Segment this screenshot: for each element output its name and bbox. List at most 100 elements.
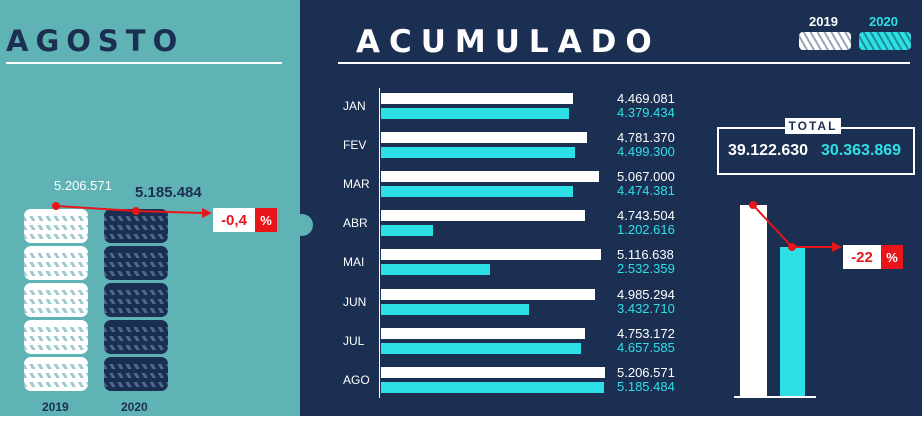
tire-tread (24, 382, 88, 387)
august-value-2020: 5.185.484 (135, 184, 202, 201)
august-title-rule (6, 62, 282, 64)
bar-value-2020-fev: 4.499.300 (617, 144, 675, 160)
tire-tread (24, 327, 88, 332)
bar-2019-fev (381, 132, 587, 144)
august-value-2019: 5.206.571 (54, 178, 112, 193)
bar-2019-ago (381, 366, 605, 378)
total-bar-2019 (740, 205, 767, 397)
bar-value-2020-jan: 4.379.434 (617, 105, 675, 120)
tire-tread (24, 225, 88, 230)
tire-tread (104, 225, 168, 230)
tire-tread (24, 262, 88, 267)
august-change-value: -0,4 (213, 208, 255, 232)
total-value-2019: 39.122.630 (728, 142, 809, 159)
tire-icon (24, 357, 88, 391)
bar-value-2019-jan: 4.469.081 (617, 91, 675, 106)
august-change-badge: -0,4 % (213, 208, 277, 232)
panel-connector (291, 214, 313, 236)
bar-value-2020-jun: 3.432.710 (617, 300, 675, 316)
tire-icon (24, 209, 88, 243)
bar-value-2019-fev: 4.781.370 (617, 130, 675, 146)
tire-tread (104, 234, 168, 239)
bar-2020-ago (381, 381, 604, 393)
tire-icon (24, 283, 88, 317)
tire-icon (104, 246, 168, 280)
tire-tread (104, 216, 168, 221)
bar-2019-mar (381, 171, 599, 183)
bar-2019-jan (381, 93, 573, 104)
tire-tread (104, 327, 168, 332)
tire-tread (24, 216, 88, 221)
month-label: JUL (343, 333, 365, 348)
august-year-2020: 2020 (121, 400, 148, 414)
month-label: AGO (343, 372, 370, 387)
bar-value-2019-abr: 4.743.504 (617, 208, 675, 224)
tire-icon (104, 320, 168, 354)
legend-tire-2020-icon (859, 32, 911, 50)
month-label: FEV (343, 138, 367, 153)
bar-2019-jul (381, 327, 585, 339)
bar-2020-mar (381, 186, 573, 198)
bar-chart-axis (379, 88, 380, 398)
august-arrow-head (202, 208, 212, 218)
tire-tread (104, 382, 168, 387)
bar-value-2020-jul: 4.657.585 (617, 339, 675, 355)
august-change-unit: % (255, 208, 277, 232)
month-label: ABR (343, 216, 368, 231)
tire-tread (24, 364, 88, 369)
bar-2020-abr (381, 225, 433, 237)
tire-tread (24, 271, 88, 276)
total-point-2019 (749, 201, 757, 209)
bar-value-2019-ago: 5.206.571 (617, 364, 675, 380)
tire-tread (104, 345, 168, 350)
bar-value-2020-mai: 2.532.359 (617, 261, 675, 277)
total-trend-line (752, 204, 793, 248)
total-baseline (734, 396, 816, 398)
tire-icon (24, 320, 88, 354)
august-point-2019 (52, 202, 60, 210)
tire-icon (104, 357, 168, 391)
tire-tread (104, 308, 168, 313)
tire-tread (24, 234, 88, 239)
month-label: JUN (343, 294, 367, 309)
tire-tread (104, 364, 168, 369)
total-arrow-head (832, 242, 842, 252)
total-change-value: -22 (843, 245, 881, 269)
tire-tread (104, 299, 168, 304)
bar-value-2020-abr: 1.202.616 (617, 222, 675, 238)
bar-2020-mai (381, 264, 490, 276)
tire-tread (104, 271, 168, 276)
bar-value-2019-mai: 5.116.638 (617, 247, 674, 263)
bar-2020-jul (381, 342, 581, 354)
tire-tread (24, 299, 88, 304)
tire-tread (104, 262, 168, 267)
total-point-2020 (788, 243, 796, 251)
august-point-2020 (132, 207, 140, 215)
bar-value-2019-jul: 4.753.172 (617, 325, 675, 341)
bar-2020-fev (381, 147, 575, 159)
bar-2019-abr (381, 210, 585, 222)
legend-tire-2019-icon (799, 32, 851, 50)
total-label: TOTAL (785, 118, 841, 134)
cumulative-title: ACUMULADO (356, 24, 661, 60)
august-year-2019: 2019 (42, 400, 69, 414)
total-value-2020: 30.363.869 (821, 142, 902, 159)
tire-tread (24, 373, 88, 378)
month-label: MAI (343, 255, 365, 270)
bar-2020-jan (381, 108, 569, 119)
bar-2019-mai (381, 249, 601, 261)
bar-2020-jun (381, 303, 529, 315)
total-change-badge: -22 % (843, 245, 903, 269)
bar-value-2020-ago: 5.185.484 (617, 378, 675, 394)
tire-icon (24, 246, 88, 280)
bar-value-2019-jun: 4.985.294 (617, 286, 675, 302)
tire-tread (24, 308, 88, 313)
legend-label-2019: 2019 (809, 14, 838, 29)
august-title: AGOSTO (6, 24, 185, 58)
total-change-unit: % (881, 245, 903, 269)
tire-tread (24, 290, 88, 295)
bar-value-2020-mar: 4.474.381 (617, 183, 675, 199)
